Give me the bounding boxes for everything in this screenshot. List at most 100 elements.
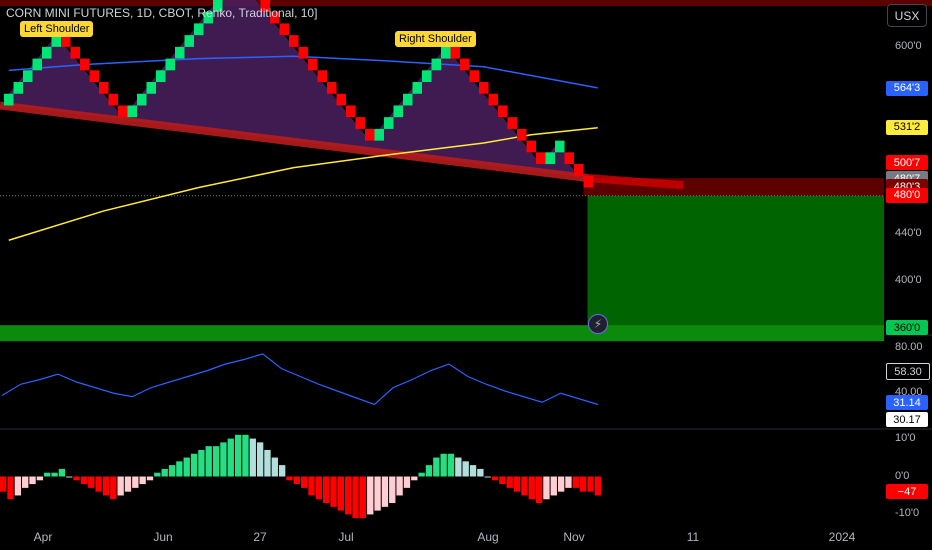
renko-brick — [469, 70, 479, 83]
price-axis-tick: 600'0 — [895, 39, 922, 52]
histogram-bar — [433, 457, 440, 477]
histogram-bar — [337, 476, 345, 511]
time-axis-tick: 11 — [686, 530, 700, 544]
histogram-bar — [594, 476, 601, 496]
currency-button[interactable]: USX — [887, 4, 927, 27]
histogram-bar — [535, 476, 543, 504]
renko-brick — [4, 93, 14, 106]
renko-brick — [80, 58, 90, 71]
histogram-bar — [249, 438, 256, 477]
renko-brick — [393, 105, 403, 118]
price-tag: 500'7 — [886, 155, 928, 171]
renko-brick — [336, 93, 346, 106]
histogram-bar — [183, 457, 190, 477]
renko-brick — [137, 93, 147, 106]
histogram-bar — [73, 476, 80, 481]
renko-brick — [355, 117, 365, 129]
histogram-bar — [521, 476, 528, 496]
histogram-bar — [110, 476, 117, 500]
histogram-bar — [161, 468, 168, 477]
oscillator-value-tag: 30.17 — [886, 412, 928, 427]
histogram-bar — [271, 457, 278, 477]
renko-brick — [279, 23, 289, 36]
histogram-bar — [550, 476, 557, 496]
time-axis-tick: Nov — [563, 530, 585, 544]
time-axis-tick: Apr — [33, 530, 53, 544]
histogram-bar — [88, 476, 95, 488]
histogram-bar — [66, 476, 73, 478]
histogram-bar — [396, 476, 403, 496]
histogram-bar — [176, 461, 183, 477]
renko-brick — [99, 82, 109, 94]
renko-brick — [13, 82, 23, 94]
neckline — [0, 101, 589, 183]
renko-brick — [118, 105, 128, 118]
renko-brick — [536, 152, 546, 165]
renko-brick — [203, 11, 213, 24]
histogram-bar — [374, 476, 381, 511]
histogram-bar — [95, 476, 102, 492]
histogram-bar — [212, 446, 220, 477]
histogram-bar — [506, 476, 513, 488]
histogram-bar — [528, 476, 535, 500]
oscillator-value-tag: 31.14 — [886, 395, 928, 410]
histogram-bar — [403, 476, 411, 488]
histogram-bar — [0, 476, 7, 492]
renko-brick — [450, 46, 460, 59]
histogram-bar — [455, 457, 462, 477]
histogram-bar — [29, 476, 36, 485]
renko-brick — [507, 117, 517, 129]
histogram-bar — [587, 476, 594, 492]
chart-title: CORN MINI FUTURES, 1D, CBOT, Renko, Trad… — [6, 6, 318, 20]
histogram-bar — [330, 476, 337, 507]
histogram-bar — [44, 472, 51, 477]
histogram-bar — [477, 468, 484, 477]
histogram-bar — [565, 476, 572, 488]
time-axis-tick: Jul — [338, 530, 354, 544]
lightning-icon[interactable]: ⚡ — [588, 314, 608, 334]
time-axis-tick: Jun — [153, 530, 173, 544]
histogram-bar — [139, 476, 146, 485]
histogram-bar — [315, 476, 323, 500]
renko-brick — [583, 175, 593, 188]
renko-brick — [51, 35, 61, 47]
renko-brick — [431, 58, 441, 71]
renko-brick — [260, 0, 270, 12]
histogram-bar — [278, 465, 286, 477]
top-resistance-band — [0, 0, 932, 6]
price-tag: 480'0 — [886, 187, 928, 203]
pattern-fill — [8, 0, 589, 188]
histogram-bar — [102, 476, 110, 496]
histogram-bar — [572, 476, 579, 488]
histogram-bar — [462, 461, 469, 477]
renko-brick — [403, 93, 413, 106]
histogram-axis-tick: -10'0 — [895, 507, 920, 520]
histogram-axis-tick: 10'0 — [895, 431, 916, 444]
histogram-bar — [543, 476, 550, 500]
renko-brick — [156, 70, 166, 83]
histogram-bar — [146, 476, 154, 481]
renko-brick — [127, 105, 137, 118]
renko-brick — [23, 70, 33, 83]
histogram-bar — [256, 442, 264, 477]
histogram-bar — [447, 453, 455, 477]
renko-brick — [194, 23, 204, 36]
renko-brick — [289, 35, 299, 47]
histogram-bar — [117, 476, 124, 496]
renko-brick — [108, 93, 118, 106]
renko-brick — [441, 46, 451, 59]
renko-brick — [365, 128, 375, 141]
histogram-bar — [484, 476, 491, 478]
time-axis-tick: 27 — [253, 530, 267, 544]
histogram-bar — [190, 453, 198, 477]
time-axis-tick: 2024 — [828, 530, 856, 544]
histogram-bar — [345, 476, 352, 515]
renko-brick — [412, 82, 422, 94]
histogram-bar — [557, 476, 565, 492]
histogram-bar — [411, 476, 418, 481]
neckline-extension — [587, 174, 684, 190]
histogram-bar — [58, 468, 66, 477]
histogram-bar — [154, 472, 161, 477]
histogram-bar — [418, 472, 425, 477]
renko-brick — [460, 58, 470, 71]
